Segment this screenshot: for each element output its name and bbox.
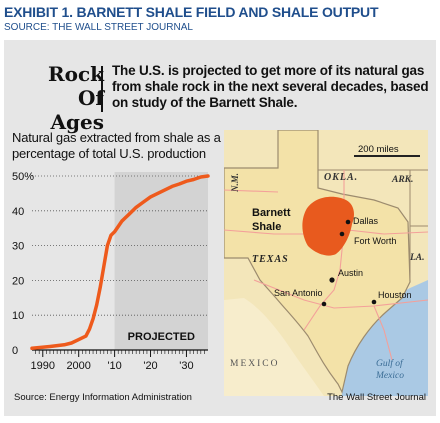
barnett-shale-area: [302, 196, 354, 256]
graphic-panel: Rock Of Ages The U.S. is projected to ge…: [4, 40, 436, 416]
chart: 0 10 20 30 40 50% 1990 2000 '10 '20 '30 PROJECTED: [12, 171, 210, 372]
exhibit-source: SOURCE: THE WALL STREET JOURNAL: [4, 22, 193, 33]
exhibit-title: EXHIBIT 1. BARNETT SHALE FIELD AND SHALE…: [4, 4, 379, 20]
footer-credit: The Wall Street Journal: [327, 392, 426, 403]
kicker-divider: [101, 66, 103, 112]
city-houston: Houston: [378, 290, 412, 300]
city-dot-san-antonio: [321, 301, 327, 307]
city-dot-fort-worth: [339, 231, 345, 237]
scale-label: 200 miles: [358, 144, 399, 155]
label-gulf-1: Gulf of: [376, 358, 404, 369]
y-tick-label: 20: [12, 275, 24, 287]
map-svg: 200 miles OKLA. ARK. LA. N.M. TEXAS Barn…: [224, 130, 428, 396]
gulf-water: [341, 280, 428, 396]
city-dallas: Dallas: [353, 216, 379, 226]
x-tick-label: '20: [143, 360, 157, 372]
label-barnett: Barnett: [252, 207, 291, 219]
city-dot-austin: [329, 277, 335, 283]
footer-source: Source: Energy Information Administratio…: [14, 392, 192, 403]
map: 200 miles OKLA. ARK. LA. N.M. TEXAS Barn…: [224, 130, 428, 396]
city-fort-worth: Fort Worth: [354, 236, 396, 246]
label-ark: ARK.: [391, 175, 413, 185]
label-okla: OKLA.: [324, 172, 358, 183]
x-tick-label: 2000: [66, 360, 90, 372]
projected-region: [114, 172, 208, 350]
y-tick-label: 0: [12, 345, 18, 357]
x-tick-label: 1990: [31, 360, 55, 372]
y-tick-label: 40: [12, 206, 24, 218]
texas-outline: [224, 130, 411, 394]
city-dot-houston: [371, 299, 377, 305]
projected-label: PROJECTED: [128, 331, 195, 343]
kicker-line-1: Rock: [48, 62, 104, 86]
chart-title: Natural gas extracted from shale as a pe…: [12, 130, 221, 161]
kicker: Rock Of Ages: [20, 62, 104, 134]
label-nm: N.M.: [230, 173, 240, 193]
label-la: LA.: [409, 253, 425, 263]
label-mexico: MEXICO: [230, 359, 279, 369]
label-shale: Shale: [252, 221, 281, 233]
y-tick-label: 30: [12, 241, 24, 253]
headline-text: The U.S. is projected to get more of its…: [112, 63, 429, 110]
label-texas: TEXAS: [252, 254, 289, 265]
city-san-antonio: San Antonio: [274, 288, 323, 298]
kicker-line-2: Of Ages: [50, 86, 105, 134]
x-tick-label: '10: [107, 360, 121, 372]
city-austin: Austin: [338, 268, 363, 278]
x-tick-label: '30: [179, 360, 193, 372]
series-line: [30, 174, 210, 351]
label-gulf-2: Mexico: [375, 371, 404, 381]
y-tick-label: 50%: [12, 171, 34, 183]
y-tick-label: 10: [12, 310, 24, 322]
city-dot-dallas: [345, 219, 351, 225]
mexico-region: [224, 298, 324, 396]
